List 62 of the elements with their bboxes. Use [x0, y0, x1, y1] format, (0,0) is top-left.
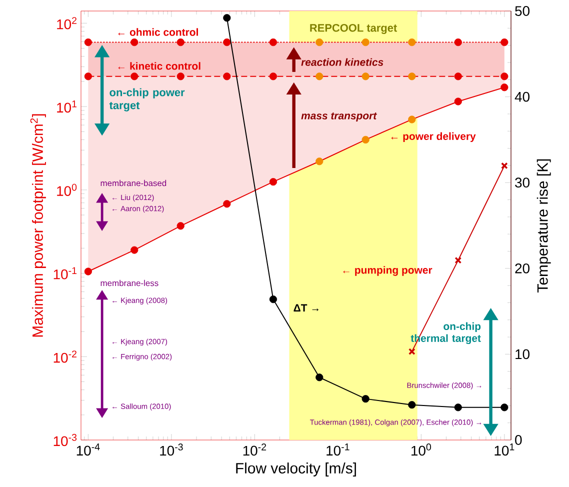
point: [176, 72, 184, 80]
annotation: ← pumping power: [343, 266, 432, 276]
annotation: ← kinetic control: [118, 62, 200, 70]
x-tick-label: 10$^{-1}$: [326, 444, 350, 456]
y2-tick-label: 40: [514, 92, 530, 102]
x-tick-label: 10$^{1}$: [494, 444, 514, 456]
x-tick-label: 10$^{-2}$: [243, 444, 266, 456]
y-tick-label: 10$^{-1}$: [54, 267, 76, 280]
annotation: on-chip power target: [109, 88, 185, 112]
point: [500, 72, 508, 80]
annotation: ← power delivery: [391, 132, 476, 142]
point: [408, 38, 416, 46]
point: [500, 84, 508, 92]
point: [269, 38, 278, 46]
y2-tick-label: 20: [515, 263, 530, 274]
x-tick-label: 10$^{-4}$: [76, 444, 100, 456]
annotation: mass transport: [301, 112, 377, 122]
point: [223, 38, 231, 46]
point: [362, 72, 370, 80]
band-label: REPCOOL target: [310, 24, 397, 34]
point: [176, 222, 184, 230]
point: [316, 38, 324, 46]
y-tick-label: 10$^{-2}$: [54, 350, 76, 363]
y2-tick-label: 30: [515, 178, 530, 188]
x-tick-label: 10$^{-3}$: [160, 444, 183, 456]
point: [316, 72, 324, 80]
point: [84, 72, 92, 80]
x-axis-title: Flow velocity [m/s]: [236, 462, 356, 476]
annotation: reaction kinetics: [301, 58, 384, 66]
y-tick-label: 10$^{0}$: [57, 184, 77, 196]
y2-tick-label: 10: [516, 349, 530, 360]
y2-axis-title: Temperature rise [K]: [536, 159, 551, 292]
y-tick-label: 10$^{2}$: [57, 17, 76, 30]
point: [454, 38, 462, 46]
annotation: membrane-less: [100, 280, 158, 286]
point: [269, 178, 278, 186]
point: [84, 38, 92, 46]
point: [84, 268, 92, 276]
point: [408, 116, 416, 124]
point: [176, 38, 184, 46]
point: [362, 136, 370, 144]
x-tick-label: 10$^{0}$: [412, 444, 432, 456]
y-tick-label: 10$^{-3}$: [54, 434, 77, 446]
point: [500, 38, 508, 46]
point: [454, 98, 462, 106]
point: [130, 72, 138, 80]
point: [362, 38, 370, 46]
annotation: ← ohmic control: [118, 28, 198, 36]
point: [223, 72, 231, 80]
y-axis-title: Maximum power footprint [W/cm$^{2}$]: [30, 114, 46, 337]
point: [130, 38, 138, 46]
y2-tick-label: 0: [515, 435, 522, 445]
point: [454, 72, 462, 80]
annotation: ΔT →: [294, 304, 318, 312]
point: [269, 72, 278, 80]
point: [408, 72, 416, 80]
y-tick-label: 10$^{1}$: [57, 100, 76, 113]
point: [316, 158, 324, 166]
point: [130, 246, 138, 254]
annotation: membrane-based: [100, 180, 166, 186]
point: [223, 200, 231, 208]
y2-tick-label: 50: [515, 6, 530, 16]
